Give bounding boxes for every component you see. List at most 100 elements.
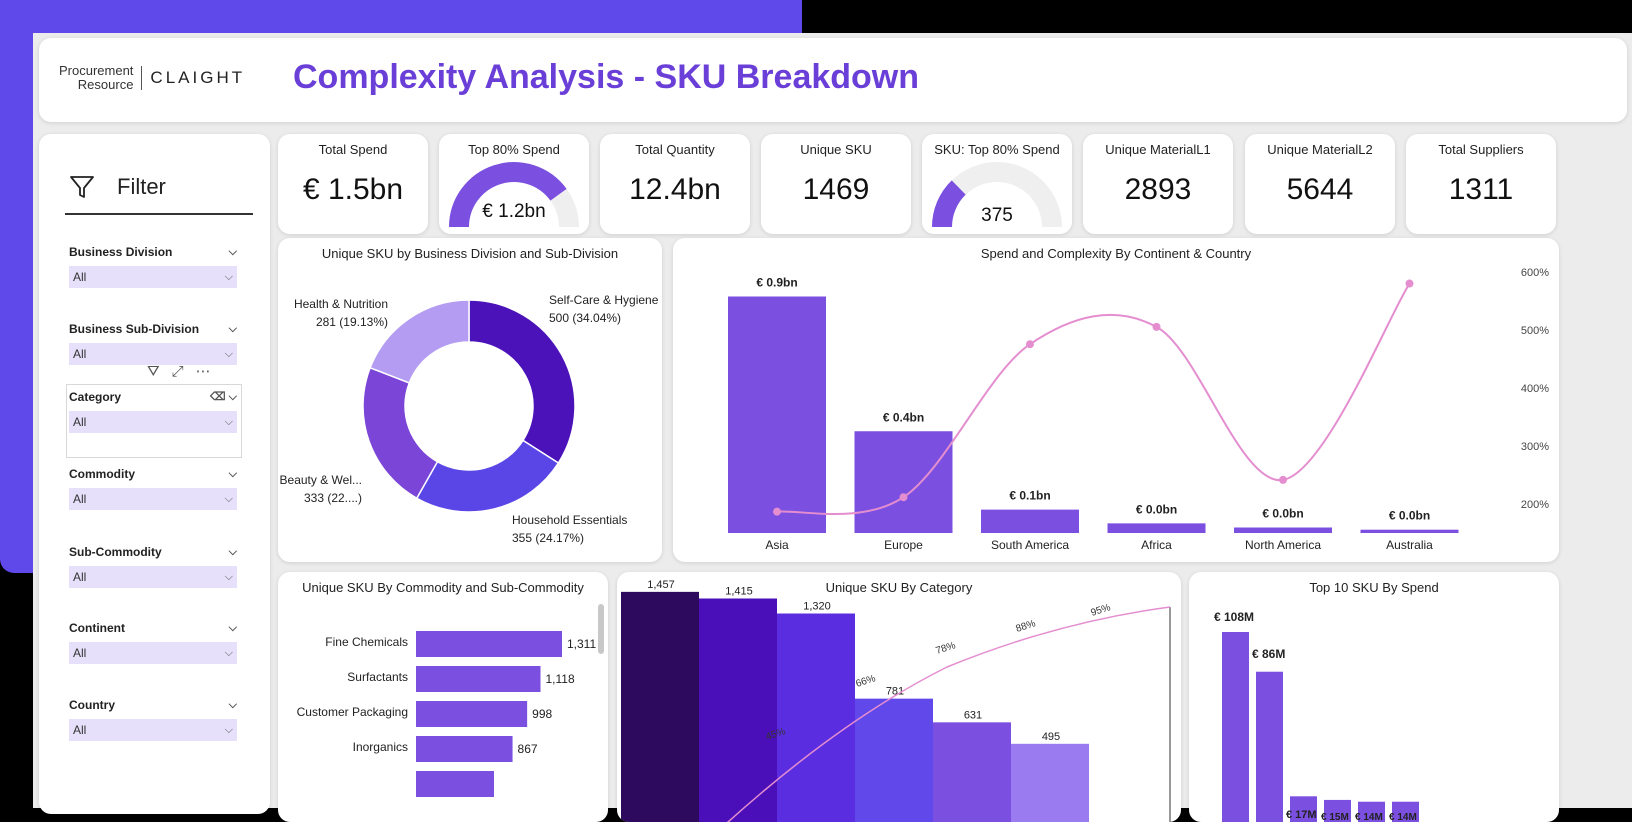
filter-icon[interactable]: ⛛ <box>147 362 160 380</box>
x-tick-label: South America <box>991 538 1069 552</box>
gauge-fill <box>449 162 567 228</box>
kpi-label: Total Suppliers <box>1438 142 1524 157</box>
slicer-dropdown[interactable]: All ⌵ <box>69 488 237 510</box>
report-header: Procurement Resource CLAIGHT Complexity … <box>39 38 1627 122</box>
claight-logo: CLAIGHT <box>150 68 246 87</box>
y2-tick-label: 400% <box>1521 383 1549 395</box>
slicer-dropdown[interactable]: All ⌵ <box>69 642 237 664</box>
logo: Procurement Resource CLAIGHT <box>59 64 245 92</box>
kpi-total-quantity: Total Quantity 12.4bn <box>600 134 750 234</box>
slice-label: Beauty & Wel... <box>280 473 362 487</box>
slicer-label: Business Sub-Division <box>69 322 200 336</box>
cumulative-line <box>726 606 1171 822</box>
chevron-down-icon[interactable]: ⌵ <box>228 322 237 335</box>
slicer-dropdown[interactable]: All ⌵ <box>69 266 237 288</box>
slice-label: Household Essentials <box>512 513 627 527</box>
scrollbar-thumb[interactable] <box>598 604 604 654</box>
continent-chart-card: Spend and Complexity By Continent & Coun… <box>673 238 1559 562</box>
x-tick-label: North America <box>1245 538 1321 552</box>
slicer-label: Commodity <box>69 467 135 481</box>
chevron-down-icon: ⌵ <box>224 570 233 583</box>
kpi-value: 5644 <box>1286 173 1354 206</box>
data-label: 1,118 <box>546 672 575 686</box>
bar <box>1222 632 1249 822</box>
bar <box>981 509 1079 533</box>
kpi-value: 1469 <box>802 173 870 206</box>
line-point <box>773 507 781 516</box>
bar <box>1234 527 1332 533</box>
chevron-down-icon[interactable]: ⌵ <box>228 467 237 480</box>
slicer-dropdown[interactable]: All ⌵ <box>69 411 237 433</box>
logo-divider <box>141 66 143 90</box>
kpi-label: Unique MaterialL2 <box>1267 142 1373 157</box>
slicer-sub-commodity[interactable]: Sub-Commodity ⌵ All ⌵ <box>69 544 237 588</box>
slicer-label: Category <box>69 390 122 404</box>
slicer-commodity[interactable]: Commodity ⌵ All ⌵ <box>69 466 237 510</box>
more-options-icon[interactable]: ⋯ <box>195 362 211 380</box>
donut-slice <box>369 299 470 384</box>
chevron-down-icon: ⌵ <box>224 347 233 360</box>
data-label: € 14M <box>1389 812 1417 822</box>
x-tick-label: Australia <box>1386 538 1433 552</box>
kpi-value: 375 <box>981 205 1013 226</box>
y2-tick-label: 600% <box>1521 267 1549 279</box>
gauge-top-80-spend <box>449 162 579 228</box>
slicer-dropdown[interactable]: All ⌵ <box>69 343 237 365</box>
chevron-down-icon: ⌵ <box>224 270 233 283</box>
kpi-label: Unique SKU <box>800 142 872 157</box>
chevron-down-icon[interactable]: ⌵ <box>228 245 237 258</box>
slicer-dropdown[interactable]: All ⌵ <box>69 566 237 588</box>
kpi-total-spend: Total Spend € 1.5bn <box>278 134 428 234</box>
chevron-down-icon[interactable]: ⌵ <box>228 621 237 634</box>
slicer-category[interactable]: Category ⌫ ⌵ All ⌵ <box>69 389 237 433</box>
chevron-down-icon[interactable]: ⌵ <box>228 545 237 558</box>
bar <box>416 736 513 762</box>
slice-value: 333 (22....) <box>304 491 362 505</box>
continent-combo-chart: € 0.9bn Asia € 0.4bn Europe € 0.1bn South Ame… <box>728 267 1549 552</box>
filter-divider <box>65 213 253 215</box>
line-point <box>1279 475 1287 484</box>
slicer-country[interactable]: Country ⌵ All ⌵ <box>69 697 237 741</box>
page-title: Complexity Analysis - SKU Breakdown <box>293 58 920 96</box>
eraser-icon[interactable]: ⌫ ⌵ <box>210 391 237 403</box>
data-label: 495 <box>1042 731 1060 743</box>
data-label: € 108M <box>1214 610 1254 624</box>
donut-slice <box>362 366 439 500</box>
kpi-label: Top 80% Spend <box>468 142 560 157</box>
chevron-down-icon[interactable]: ⌵ <box>228 698 237 711</box>
commodity-chart-card: Unique SKU By Commodity and Sub-Commodit… <box>278 572 608 822</box>
focus-mode-icon[interactable]: ⤢ <box>171 362 184 380</box>
kpi-label: Unique MaterialL1 <box>1105 142 1211 157</box>
bar <box>933 722 1011 822</box>
category-chart-card: Unique SKU By Category 1,457 1,415 1,320 78… <box>617 572 1181 822</box>
slicer-continent[interactable]: Continent ⌵ All ⌵ <box>69 620 237 664</box>
y2-tick-label: 200% <box>1521 499 1549 511</box>
chevron-down-icon: ⌵ <box>224 723 233 736</box>
bar <box>855 698 933 822</box>
bar <box>416 701 528 727</box>
line-point <box>899 493 908 502</box>
slicer-business-division[interactable]: Business Division ⌵ All ⌵ <box>69 244 237 288</box>
data-label: € 0.0bn <box>1389 509 1430 523</box>
slice-label: Health & Nutrition <box>294 297 388 311</box>
slice-value: 281 (19.13%) <box>316 315 388 329</box>
slicer-dropdown[interactable]: All ⌵ <box>69 719 237 741</box>
slicer-business-sub-division[interactable]: Business Sub-Division ⌵ All ⌵ <box>69 321 237 365</box>
report-canvas: Procurement Resource CLAIGHT Complexity … <box>33 33 1632 822</box>
data-label: 867 <box>518 742 538 756</box>
visual-header-tools: ⛛ ⤢ ⋯ <box>147 362 211 380</box>
filter-title: Filter <box>117 174 166 199</box>
data-label: € 15M <box>1321 812 1349 822</box>
procurement-resource-logo: Procurement Resource <box>59 63 134 92</box>
gauge-fill <box>931 180 966 228</box>
chevron-down-icon: ⌵ <box>224 646 233 659</box>
bar <box>416 771 494 797</box>
donut-slice <box>468 299 576 465</box>
cumulative-label: 78% <box>935 640 958 657</box>
kpi-top-80-spend: Top 80% Spend € 1.2bn <box>439 134 589 234</box>
kpi-value: € 1.5bn <box>302 173 404 206</box>
bar <box>1107 523 1206 533</box>
kpi-unique-material-l2: Unique MaterialL2 5644 <box>1245 134 1395 234</box>
x-tick-label: Europe <box>884 538 923 552</box>
